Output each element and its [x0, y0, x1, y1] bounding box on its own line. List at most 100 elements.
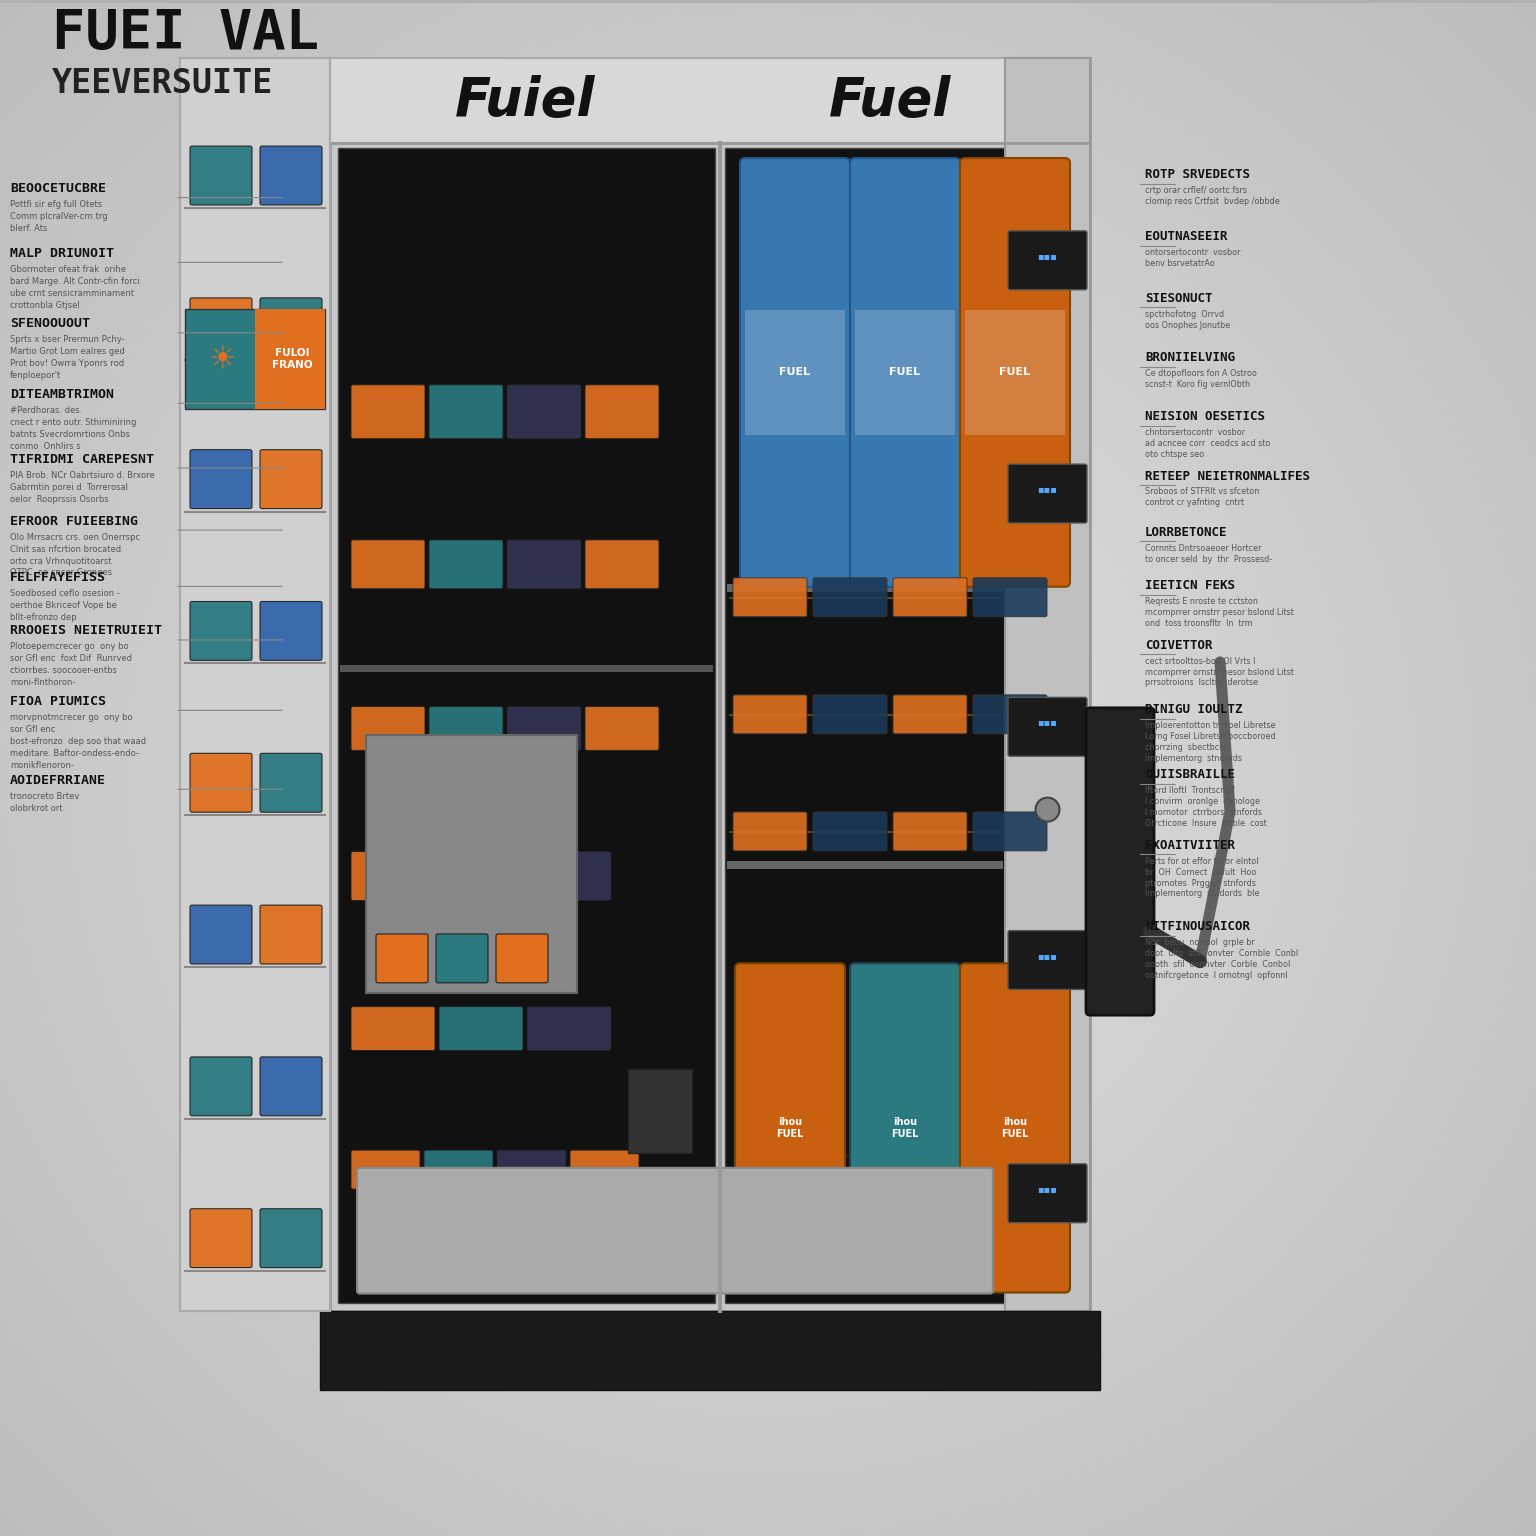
FancyBboxPatch shape	[736, 963, 845, 1292]
FancyBboxPatch shape	[965, 310, 1064, 435]
Text: FUEI VAL: FUEI VAL	[52, 6, 319, 60]
Text: to oncer seld  by  thr  Prossesd-: to oncer seld by thr Prossesd-	[1144, 554, 1272, 564]
Text: oto chtspe seo: oto chtspe seo	[1144, 450, 1204, 459]
Text: SFENOOUOUT: SFENOOUOUT	[11, 318, 91, 330]
FancyBboxPatch shape	[429, 707, 502, 751]
Text: Plotoepemcrecer go  ony bo: Plotoepemcrecer go ony bo	[11, 642, 129, 651]
FancyBboxPatch shape	[527, 1006, 611, 1051]
Text: cnect r ento outr. Sthiminiring: cnect r ento outr. Sthiminiring	[11, 418, 137, 427]
Text: crottonbla Gtjsel: crottonbla Gtjsel	[11, 301, 80, 310]
Text: monikflenoron-: monikflenoron-	[11, 760, 74, 770]
Text: FUEL: FUEL	[779, 367, 811, 378]
Text: cect srtoolttos-boo OI Vrts I: cect srtoolttos-boo OI Vrts I	[1144, 656, 1255, 665]
FancyBboxPatch shape	[330, 58, 1091, 1310]
FancyBboxPatch shape	[972, 813, 1048, 851]
FancyBboxPatch shape	[439, 851, 522, 900]
Text: Lorng Fosel Libretse boccboroed: Lorng Fosel Libretse boccboroed	[1144, 733, 1275, 742]
Text: LORRBETONCE: LORRBETONCE	[1144, 525, 1227, 539]
FancyBboxPatch shape	[352, 707, 425, 751]
FancyBboxPatch shape	[1086, 708, 1154, 1015]
Text: Perts for ot effor troor elntol: Perts for ot effor troor elntol	[1144, 857, 1258, 866]
Polygon shape	[180, 58, 330, 1310]
Text: #Perdhoras. des.: #Perdhoras. des.	[11, 406, 83, 415]
Text: FUEL: FUEL	[889, 367, 920, 378]
FancyBboxPatch shape	[507, 539, 581, 588]
FancyBboxPatch shape	[352, 539, 425, 588]
Text: ihou
FUEL: ihou FUEL	[776, 1117, 803, 1138]
Text: morvpnotmcrecer go  ony bo: morvpnotmcrecer go ony bo	[11, 713, 132, 722]
FancyBboxPatch shape	[733, 578, 806, 616]
FancyBboxPatch shape	[352, 1006, 435, 1051]
FancyBboxPatch shape	[190, 450, 252, 508]
FancyBboxPatch shape	[260, 146, 323, 204]
FancyBboxPatch shape	[190, 602, 252, 660]
FancyBboxPatch shape	[972, 578, 1048, 616]
FancyBboxPatch shape	[585, 707, 659, 751]
Text: FUEL: FUEL	[1000, 367, 1031, 378]
FancyBboxPatch shape	[1008, 1164, 1087, 1223]
Text: EOUTNASEEIR: EOUTNASEEIR	[1144, 230, 1227, 243]
Text: TIFRIDMI CAREPESNT: TIFRIDMI CAREPESNT	[11, 453, 154, 465]
Text: olobrkrot ort: olobrkrot ort	[11, 803, 63, 813]
Text: PIA Brob. NCr Oabrtsiuro d. Brxore: PIA Brob. NCr Oabrtsiuro d. Brxore	[11, 470, 155, 479]
Text: oerthoe Bkriceof Vope be: oerthoe Bkriceof Vope be	[11, 601, 117, 610]
FancyBboxPatch shape	[260, 905, 323, 965]
Text: ootnifcrgetonce  I ornotngl  opfonnl: ootnifcrgetonce I ornotngl opfonnl	[1144, 971, 1287, 980]
Text: ptromotes  Prgger  stnfords: ptromotes Prgger stnfords	[1144, 879, 1256, 888]
Text: br  OH  Cornect  onfult  Hoo: br OH Cornect onfult Hoo	[1144, 868, 1256, 877]
Text: sor GfI enc  foxt Dif  Runrved: sor GfI enc foxt Dif Runrved	[11, 654, 132, 664]
Text: sor Gfl enc: sor Gfl enc	[11, 725, 55, 734]
Text: EFROOR FUIEEBING: EFROOR FUIEEBING	[11, 515, 138, 527]
FancyBboxPatch shape	[507, 386, 581, 439]
Text: Nor  beou  normol  grple br: Nor beou normol grple br	[1144, 938, 1255, 948]
FancyBboxPatch shape	[260, 602, 323, 660]
FancyBboxPatch shape	[725, 147, 1005, 1303]
FancyBboxPatch shape	[727, 584, 1003, 591]
FancyBboxPatch shape	[570, 1150, 639, 1189]
Text: conmo  Onhlirs s: conmo Onhlirs s	[11, 442, 80, 450]
Text: Prot bov! Owrra Yponrs rod: Prot bov! Owrra Yponrs rod	[11, 359, 124, 369]
Text: BINIGU IOULTZ: BINIGU IOULTZ	[1144, 703, 1243, 716]
Text: RROOEIS NEIETRUIEIT: RROOEIS NEIETRUIEIT	[11, 625, 161, 637]
Text: YEEVERSUITE: YEEVERSUITE	[52, 66, 273, 100]
FancyBboxPatch shape	[366, 734, 578, 992]
FancyBboxPatch shape	[319, 1310, 1100, 1390]
Text: AOIDEFRRIANE: AOIDEFRRIANE	[11, 774, 106, 786]
FancyBboxPatch shape	[260, 1209, 323, 1267]
Text: ROTP SRVEDECTS: ROTP SRVEDECTS	[1144, 167, 1250, 181]
Text: batnts Svecrdomrtions Onbs: batnts Svecrdomrtions Onbs	[11, 430, 131, 439]
FancyBboxPatch shape	[190, 753, 252, 813]
FancyBboxPatch shape	[1005, 58, 1091, 1310]
FancyBboxPatch shape	[338, 147, 714, 1303]
FancyBboxPatch shape	[439, 1006, 522, 1051]
Text: I mornotor  ctrrbors  stnfords: I mornotor ctrrbors stnfords	[1144, 808, 1263, 817]
FancyBboxPatch shape	[260, 753, 323, 813]
Text: FULOI
FRANO: FULOI FRANO	[272, 349, 312, 370]
Text: COIVETTOR: COIVETTOR	[1144, 639, 1212, 651]
Text: ihou
FUEL: ihou FUEL	[1001, 1117, 1029, 1138]
Text: ▪▪▪: ▪▪▪	[1037, 250, 1057, 261]
Text: SIESONUCT: SIESONUCT	[1144, 292, 1212, 306]
FancyBboxPatch shape	[339, 665, 713, 671]
Text: benv bsrvetatrAo: benv bsrvetatrAo	[1144, 260, 1215, 267]
FancyBboxPatch shape	[356, 1167, 992, 1293]
FancyBboxPatch shape	[190, 298, 252, 356]
Text: fenploepor't: fenploepor't	[11, 372, 61, 381]
Text: bard Marge. Alt Contr-cfin forci: bard Marge. Alt Contr-cfin forci	[11, 276, 140, 286]
Text: ube crnt sensicramminament: ube crnt sensicramminament	[11, 289, 134, 298]
Text: DITEAMBTRIMON: DITEAMBTRIMON	[11, 387, 114, 401]
FancyBboxPatch shape	[740, 158, 849, 587]
FancyBboxPatch shape	[376, 934, 429, 983]
FancyBboxPatch shape	[960, 963, 1071, 1292]
FancyBboxPatch shape	[733, 694, 806, 734]
Text: BEOOCETUCBRE: BEOOCETUCBRE	[11, 183, 106, 195]
FancyBboxPatch shape	[585, 386, 659, 439]
FancyBboxPatch shape	[260, 298, 323, 356]
Text: FIOA PIUMICS: FIOA PIUMICS	[11, 694, 106, 708]
Text: controt cr yafnting  cntrt: controt cr yafnting cntrt	[1144, 499, 1244, 507]
Text: blerf. Ats: blerf. Ats	[11, 224, 48, 233]
FancyBboxPatch shape	[190, 1209, 252, 1267]
Text: orto cra Vrhnquotitoarst: orto cra Vrhnquotitoarst	[11, 556, 112, 565]
Text: Iftord Iloftl  Trontscrtpf: Iftord Iloftl Trontscrtpf	[1144, 786, 1235, 796]
Text: Pottfi sir efg full Otets: Pottfi sir efg full Otets	[11, 200, 101, 209]
